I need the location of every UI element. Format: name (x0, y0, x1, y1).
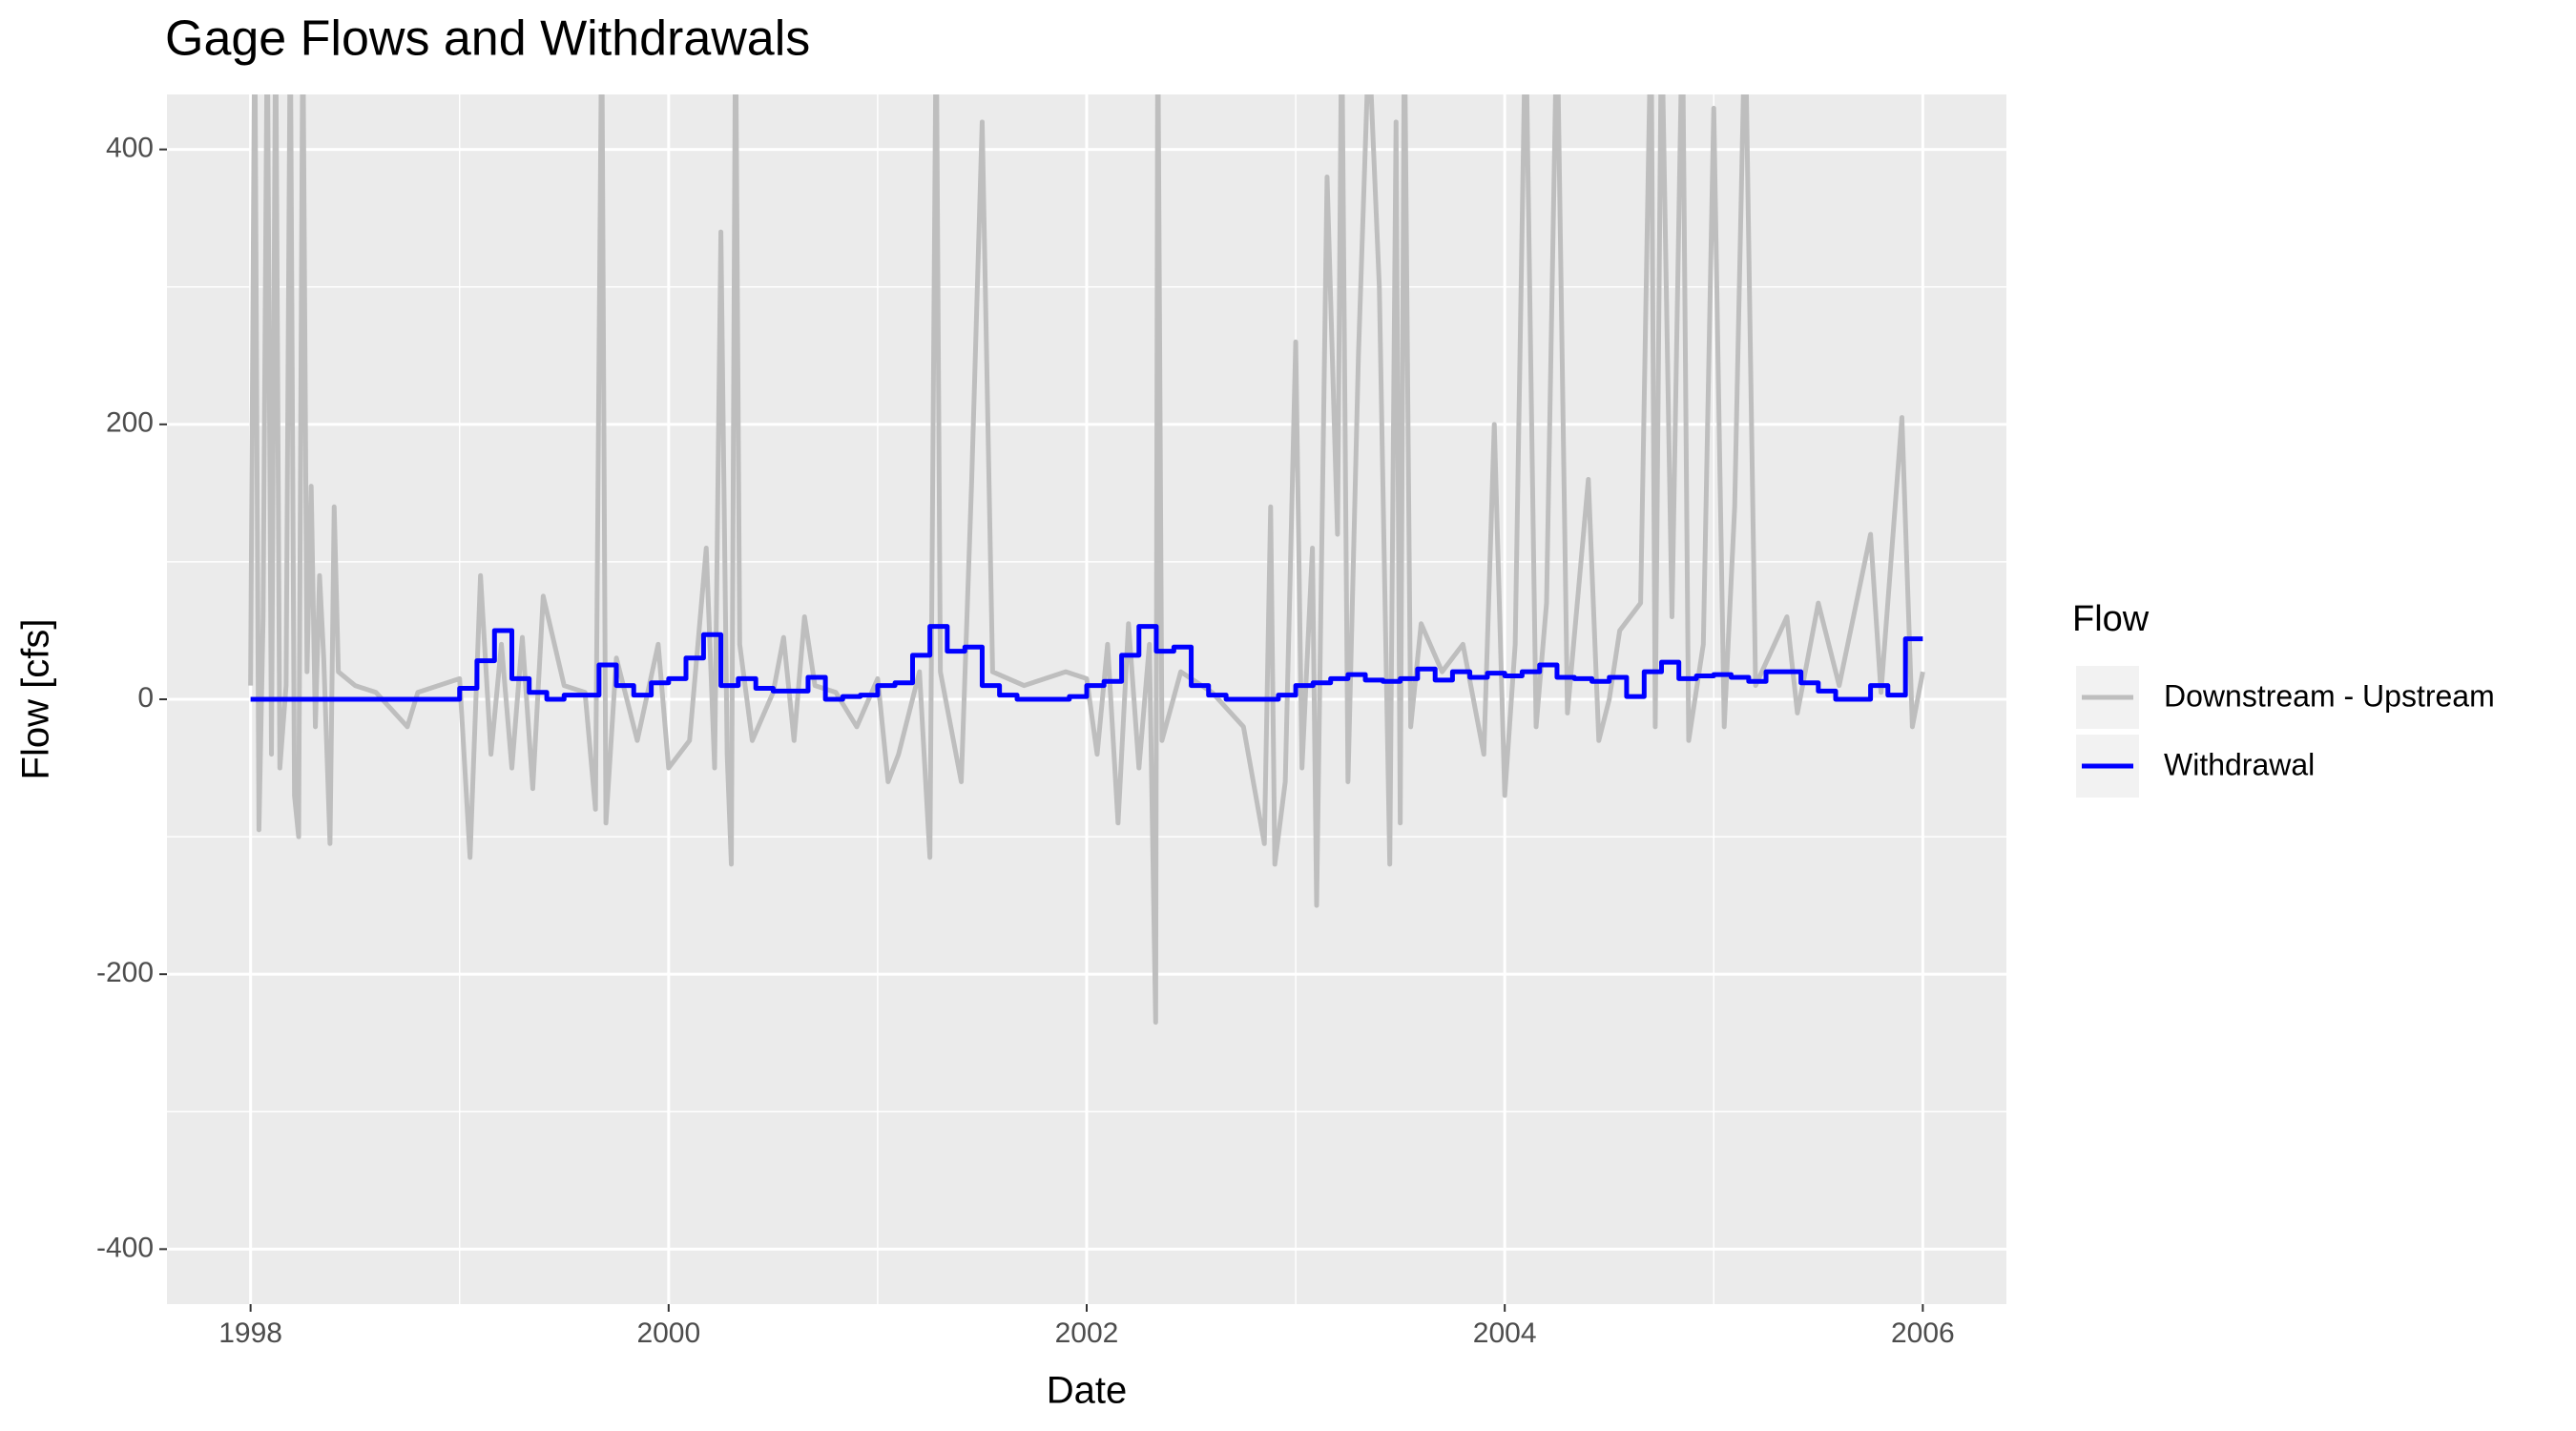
x-tick-label: 2002 (1055, 1317, 1119, 1349)
y-tick-label: -400 (96, 1232, 154, 1263)
x-tick-label: 1998 (218, 1317, 282, 1349)
x-axis-title: Date (1047, 1370, 1128, 1412)
legend-label: Withdrawal (2164, 747, 2315, 781)
legend-label: Downstream - Upstream (2164, 678, 2495, 713)
legend-title: Flow (2072, 599, 2150, 639)
x-tick-label: 2004 (1473, 1317, 1537, 1349)
y-tick-label: 0 (137, 682, 154, 714)
x-tick-label: 2000 (636, 1317, 700, 1349)
chart-title: Gage Flows and Withdrawals (165, 11, 810, 67)
y-tick-label: 200 (106, 407, 154, 439)
x-tick-label: 2006 (1891, 1317, 1955, 1349)
series-line (250, 624, 1923, 702)
series-line (248, 94, 1925, 1026)
y-tick-label: -200 (96, 957, 154, 988)
y-axis-title: Flow [cfs] (15, 619, 57, 780)
y-tick-label: 400 (106, 133, 154, 164)
